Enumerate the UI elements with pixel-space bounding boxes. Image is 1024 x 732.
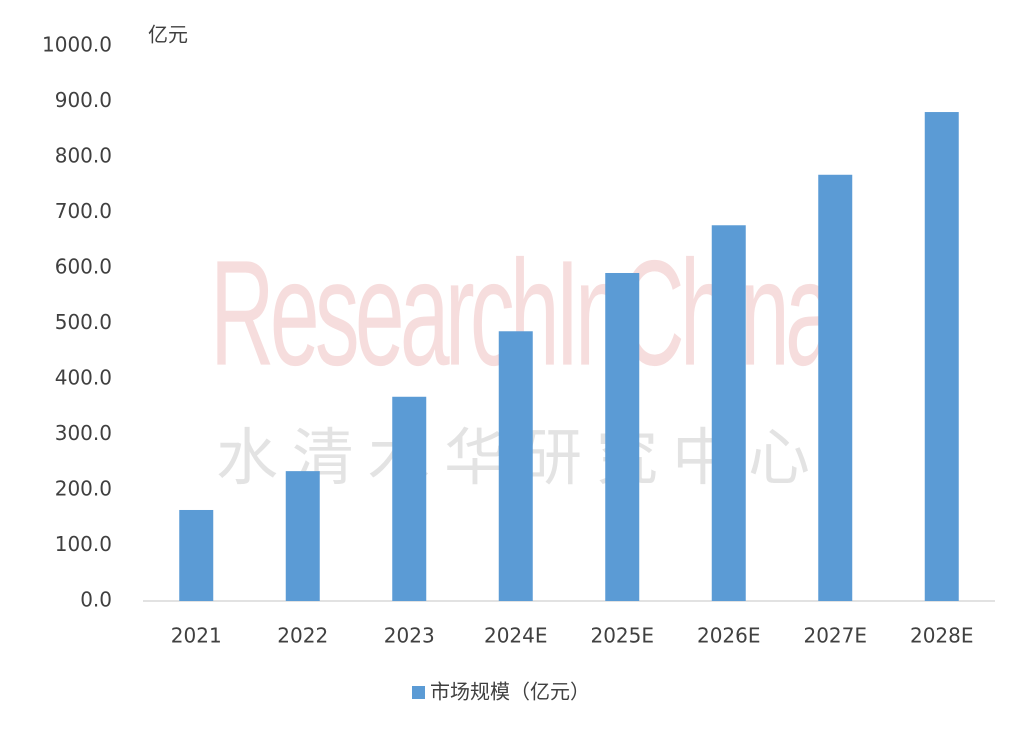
- y-tick-label: 600.0: [55, 255, 112, 279]
- y-tick-label: 0.0: [80, 588, 112, 612]
- y-tick-label: 1000.0: [42, 33, 112, 57]
- bar: [285, 471, 320, 601]
- y-tick-label: 700.0: [55, 199, 112, 223]
- y-tick-label: 900.0: [55, 88, 112, 112]
- y-tick-label: 400.0: [55, 366, 112, 390]
- bar: [818, 174, 853, 601]
- x-tick-label: 2021: [171, 624, 222, 648]
- y-tick-label: 800.0: [55, 144, 112, 168]
- x-tick-label: 2027E: [803, 624, 867, 648]
- bar: [924, 112, 959, 602]
- x-tick-label: 2026E: [697, 624, 761, 648]
- y-tick-label: 300.0: [55, 421, 112, 445]
- bar: [498, 331, 533, 601]
- y-tick-label: 200.0: [55, 477, 112, 501]
- bar: [605, 272, 640, 601]
- x-tick-label: 2024E: [484, 624, 548, 648]
- unit-label: 亿元: [148, 23, 188, 47]
- bar: [711, 225, 746, 601]
- x-tick-label: 2025E: [590, 624, 654, 648]
- x-tick-label: 2022: [277, 624, 328, 648]
- y-tick-label: 500.0: [55, 310, 112, 334]
- x-tick-label: 2028E: [910, 624, 974, 648]
- legend-swatch: [412, 686, 425, 699]
- x-tick-label: 2023: [384, 624, 435, 648]
- bar: [392, 396, 427, 601]
- y-tick-label: 100.0: [55, 532, 112, 556]
- bar: [179, 509, 214, 601]
- legend-label: 市场规模（亿元）: [430, 680, 590, 704]
